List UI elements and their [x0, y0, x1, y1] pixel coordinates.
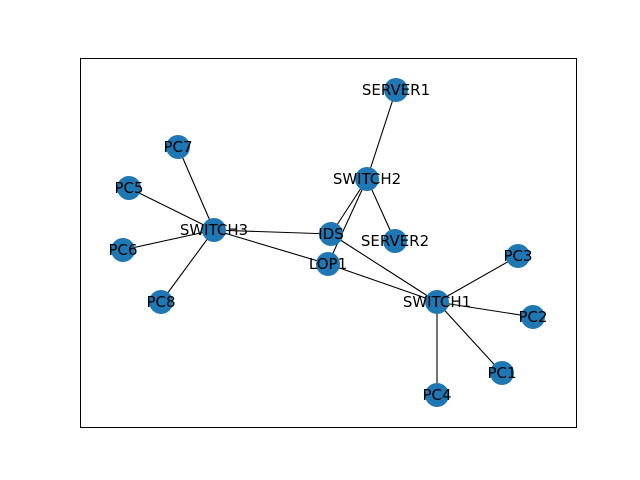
node-pc3: PC3 — [503, 244, 533, 268]
node-label: LOP1 — [309, 255, 347, 273]
node-marker — [425, 290, 449, 314]
node-pc7: PC7 — [163, 135, 193, 159]
node-marker — [202, 218, 226, 242]
node-server2: SERVER2 — [361, 229, 429, 253]
node-label: PC8 — [146, 293, 175, 311]
node-switch2: SWITCH2 — [333, 167, 401, 191]
node-lop1: LOP1 — [309, 252, 347, 276]
node-layer: SERVER1 SWITCH2 SERVER2 IDS LOP1 SWITCH3 PC7 PC… — [108, 78, 548, 407]
node-label: PC4 — [422, 386, 451, 404]
node-label: SWITCH3 — [180, 221, 248, 239]
node-pc8: PC8 — [146, 290, 176, 314]
edge-lop1-switch1 — [327, 263, 438, 303]
node-label: SERVER1 — [362, 81, 430, 99]
node-marker — [316, 252, 340, 276]
node-label: SWITCH2 — [333, 170, 401, 188]
edge-ids-switch3 — [213, 229, 332, 235]
node-pc1: PC1 — [487, 361, 517, 385]
node-server1: SERVER1 — [362, 78, 430, 102]
node-pc5: PC5 — [114, 176, 144, 200]
node-switch1: SWITCH1 — [403, 290, 471, 314]
node-pc6: PC6 — [108, 238, 138, 262]
node-pc4: PC4 — [422, 383, 452, 407]
edge-layer — [122, 89, 534, 395]
edge-switch3-pc7 — [177, 146, 215, 231]
node-label: PC1 — [487, 364, 516, 382]
edge-switch1-pc3 — [436, 255, 519, 303]
node-marker — [384, 78, 408, 102]
edge-switch1-pc2 — [436, 301, 534, 318]
plot-frame — [80, 58, 577, 428]
edge-switch2-lop1 — [327, 178, 368, 265]
node-switch3: SWITCH3 — [180, 218, 248, 242]
node-label: PC5 — [114, 179, 143, 197]
node-marker — [117, 176, 141, 200]
edge-switch3-pc5 — [128, 187, 215, 231]
edge-switch1-pc1 — [436, 301, 503, 374]
edge-server1-switch2 — [366, 89, 397, 180]
node-ids: IDS — [318, 222, 344, 246]
node-marker — [490, 361, 514, 385]
node-marker — [111, 238, 135, 262]
node-label: PC7 — [163, 138, 192, 156]
node-pc2: PC2 — [518, 305, 548, 329]
node-label: SERVER2 — [361, 232, 429, 250]
node-label: PC2 — [518, 308, 547, 326]
node-marker — [383, 229, 407, 253]
edge-ids-switch1 — [330, 233, 438, 303]
node-marker — [166, 135, 190, 159]
edge-switch3-pc6 — [122, 229, 215, 251]
node-marker — [425, 383, 449, 407]
node-label: SWITCH1 — [403, 293, 471, 311]
node-marker — [521, 305, 545, 329]
node-marker — [506, 244, 530, 268]
edge-switch3-pc8 — [160, 229, 215, 303]
node-label: IDS — [318, 225, 344, 243]
node-marker — [355, 167, 379, 191]
node-label: PC3 — [503, 247, 532, 265]
node-marker — [149, 290, 173, 314]
node-label: PC6 — [108, 241, 137, 259]
edge-lop1-switch3 — [213, 229, 329, 265]
node-marker — [319, 222, 343, 246]
